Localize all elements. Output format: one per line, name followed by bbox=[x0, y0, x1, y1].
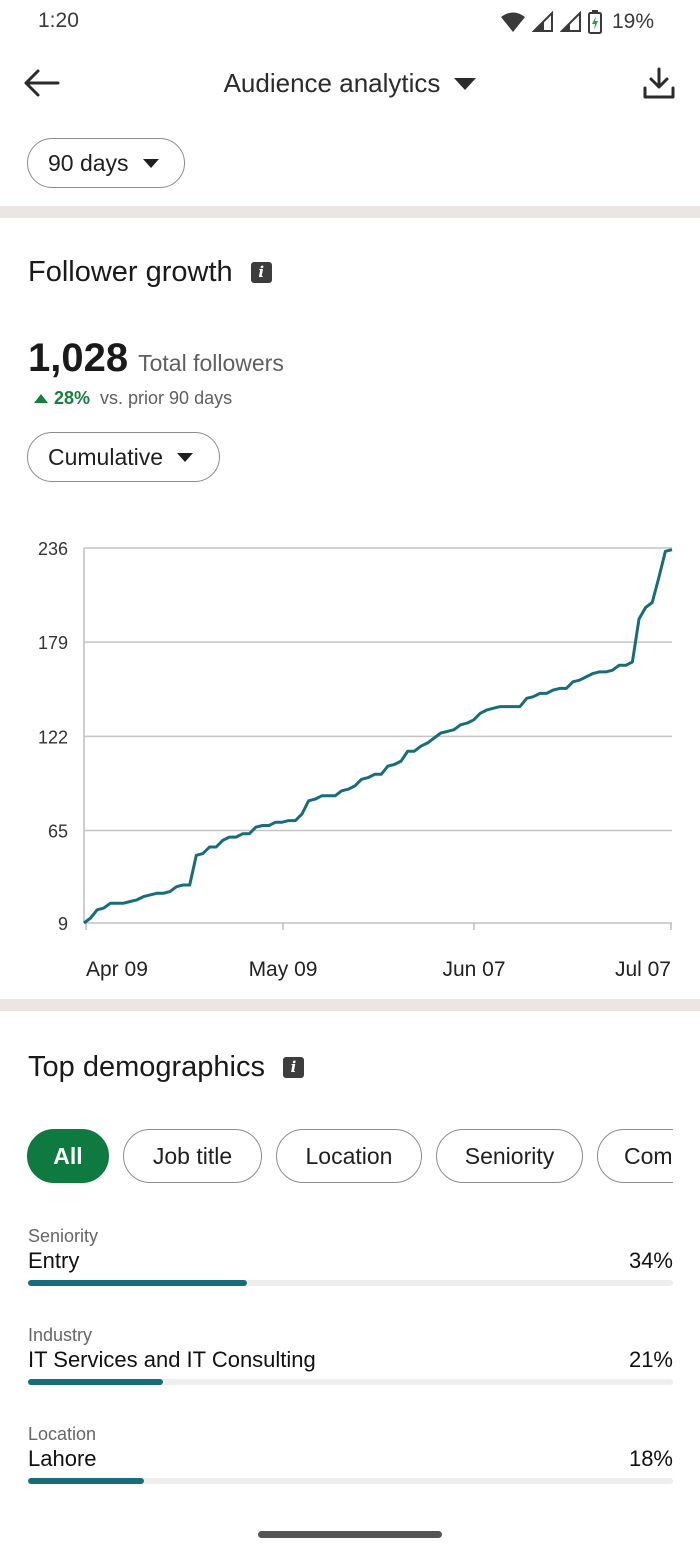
total-followers: 1,028 Total followers bbox=[28, 336, 284, 381]
demographic-name: Lahore bbox=[28, 1446, 97, 1471]
status-icons: 19% bbox=[500, 10, 654, 34]
caret-down-icon bbox=[142, 158, 159, 168]
y-tick-label: 9 bbox=[58, 914, 68, 934]
app-bar: Audience analytics bbox=[0, 50, 700, 116]
signal-icon-2 bbox=[559, 11, 581, 32]
change-label: vs. prior 90 days bbox=[100, 388, 233, 408]
demographic-bar-fill bbox=[28, 1379, 164, 1385]
page-title: Audience analytics bbox=[223, 68, 441, 98]
section-divider bbox=[0, 999, 700, 1011]
follower-line bbox=[83, 548, 673, 925]
download-icon bbox=[643, 67, 675, 99]
demographic-bar-fill bbox=[28, 1478, 145, 1484]
chip-all[interactable]: All bbox=[27, 1129, 109, 1183]
demographic-item[interactable]: Industry IT Services and IT Consulting 2… bbox=[28, 1325, 673, 1395]
x-tick-label: Jun 07 bbox=[442, 958, 505, 981]
demographic-percent: 21% bbox=[628, 1347, 673, 1372]
total-followers-label: Total followers bbox=[138, 350, 284, 376]
status-time: 1:20 bbox=[38, 9, 79, 32]
demographic-name: IT Services and IT Consulting bbox=[28, 1347, 316, 1372]
demographic-bar-track bbox=[28, 1478, 673, 1484]
arrow-left-icon bbox=[24, 69, 60, 97]
follower-change: 28% vs. prior 90 days bbox=[34, 388, 232, 409]
chip-location[interactable]: Location bbox=[276, 1129, 422, 1183]
wifi-icon bbox=[500, 12, 525, 32]
top-demographics-title: Top demographics i bbox=[28, 1051, 304, 1084]
triangle-up-icon bbox=[34, 394, 48, 403]
page-title-dropdown[interactable]: Audience analytics bbox=[0, 68, 700, 99]
info-icon[interactable]: i bbox=[282, 1057, 304, 1078]
chip-seniority[interactable]: Seniority bbox=[436, 1129, 583, 1183]
info-icon[interactable]: i bbox=[250, 262, 272, 283]
caret-down-icon bbox=[177, 452, 194, 462]
demographic-category: Location bbox=[28, 1424, 97, 1444]
back-button[interactable] bbox=[18, 62, 64, 104]
follower-growth-heading: Follower growth bbox=[28, 256, 233, 288]
section-divider bbox=[0, 206, 700, 218]
download-button[interactable] bbox=[638, 62, 680, 104]
top-demographics-heading: Top demographics bbox=[28, 1051, 265, 1083]
status-bar: 1:20 19% bbox=[0, 0, 700, 44]
y-tick-label: 179 bbox=[38, 633, 68, 653]
demographic-filter-chips: All Job title Location Seniority Com bbox=[27, 1129, 673, 1185]
battery-percent: 19% bbox=[611, 10, 654, 33]
follower-growth-chart: 9 65 122 179 236 Apr 09 May 09 Jun 07 Jul 07 bbox=[38, 539, 673, 981]
time-range-label: 90 days bbox=[48, 149, 129, 176]
demographic-bar-track bbox=[28, 1280, 673, 1286]
demographic-bar-fill bbox=[28, 1280, 248, 1286]
x-tick-label: Jul 07 bbox=[615, 958, 671, 981]
demographic-category: Seniority bbox=[28, 1226, 99, 1246]
demographic-bar-track bbox=[28, 1379, 673, 1385]
demographic-item[interactable]: Seniority Entry 34% bbox=[28, 1226, 673, 1296]
home-indicator[interactable] bbox=[258, 1531, 442, 1538]
chip-job-title[interactable]: Job title bbox=[123, 1129, 262, 1183]
demographic-percent: 34% bbox=[628, 1248, 673, 1273]
chip-company[interactable]: Com bbox=[597, 1129, 673, 1183]
demographic-percent: 18% bbox=[628, 1446, 673, 1471]
x-tick-label: May 09 bbox=[249, 958, 318, 981]
signal-icon bbox=[531, 11, 553, 32]
x-tick-label: Apr 09 bbox=[86, 958, 148, 981]
y-tick-label: 65 bbox=[48, 821, 68, 841]
y-tick-label: 236 bbox=[38, 539, 68, 559]
time-range-dropdown[interactable]: 90 days bbox=[27, 138, 185, 188]
y-tick-label: 122 bbox=[38, 727, 68, 747]
chart-mode-dropdown[interactable]: Cumulative bbox=[27, 432, 220, 482]
change-percent: 28% bbox=[54, 388, 91, 408]
follower-growth-title: Follower growth i bbox=[28, 256, 272, 289]
caret-down-icon bbox=[454, 77, 477, 90]
battery-icon bbox=[587, 10, 602, 34]
chart-mode-label: Cumulative bbox=[48, 443, 164, 470]
total-followers-value: 1,028 bbox=[28, 336, 129, 380]
demographic-category: Industry bbox=[28, 1325, 93, 1345]
demographic-name: Entry bbox=[28, 1248, 80, 1273]
demographic-item[interactable]: Location Lahore 18% bbox=[28, 1424, 673, 1494]
